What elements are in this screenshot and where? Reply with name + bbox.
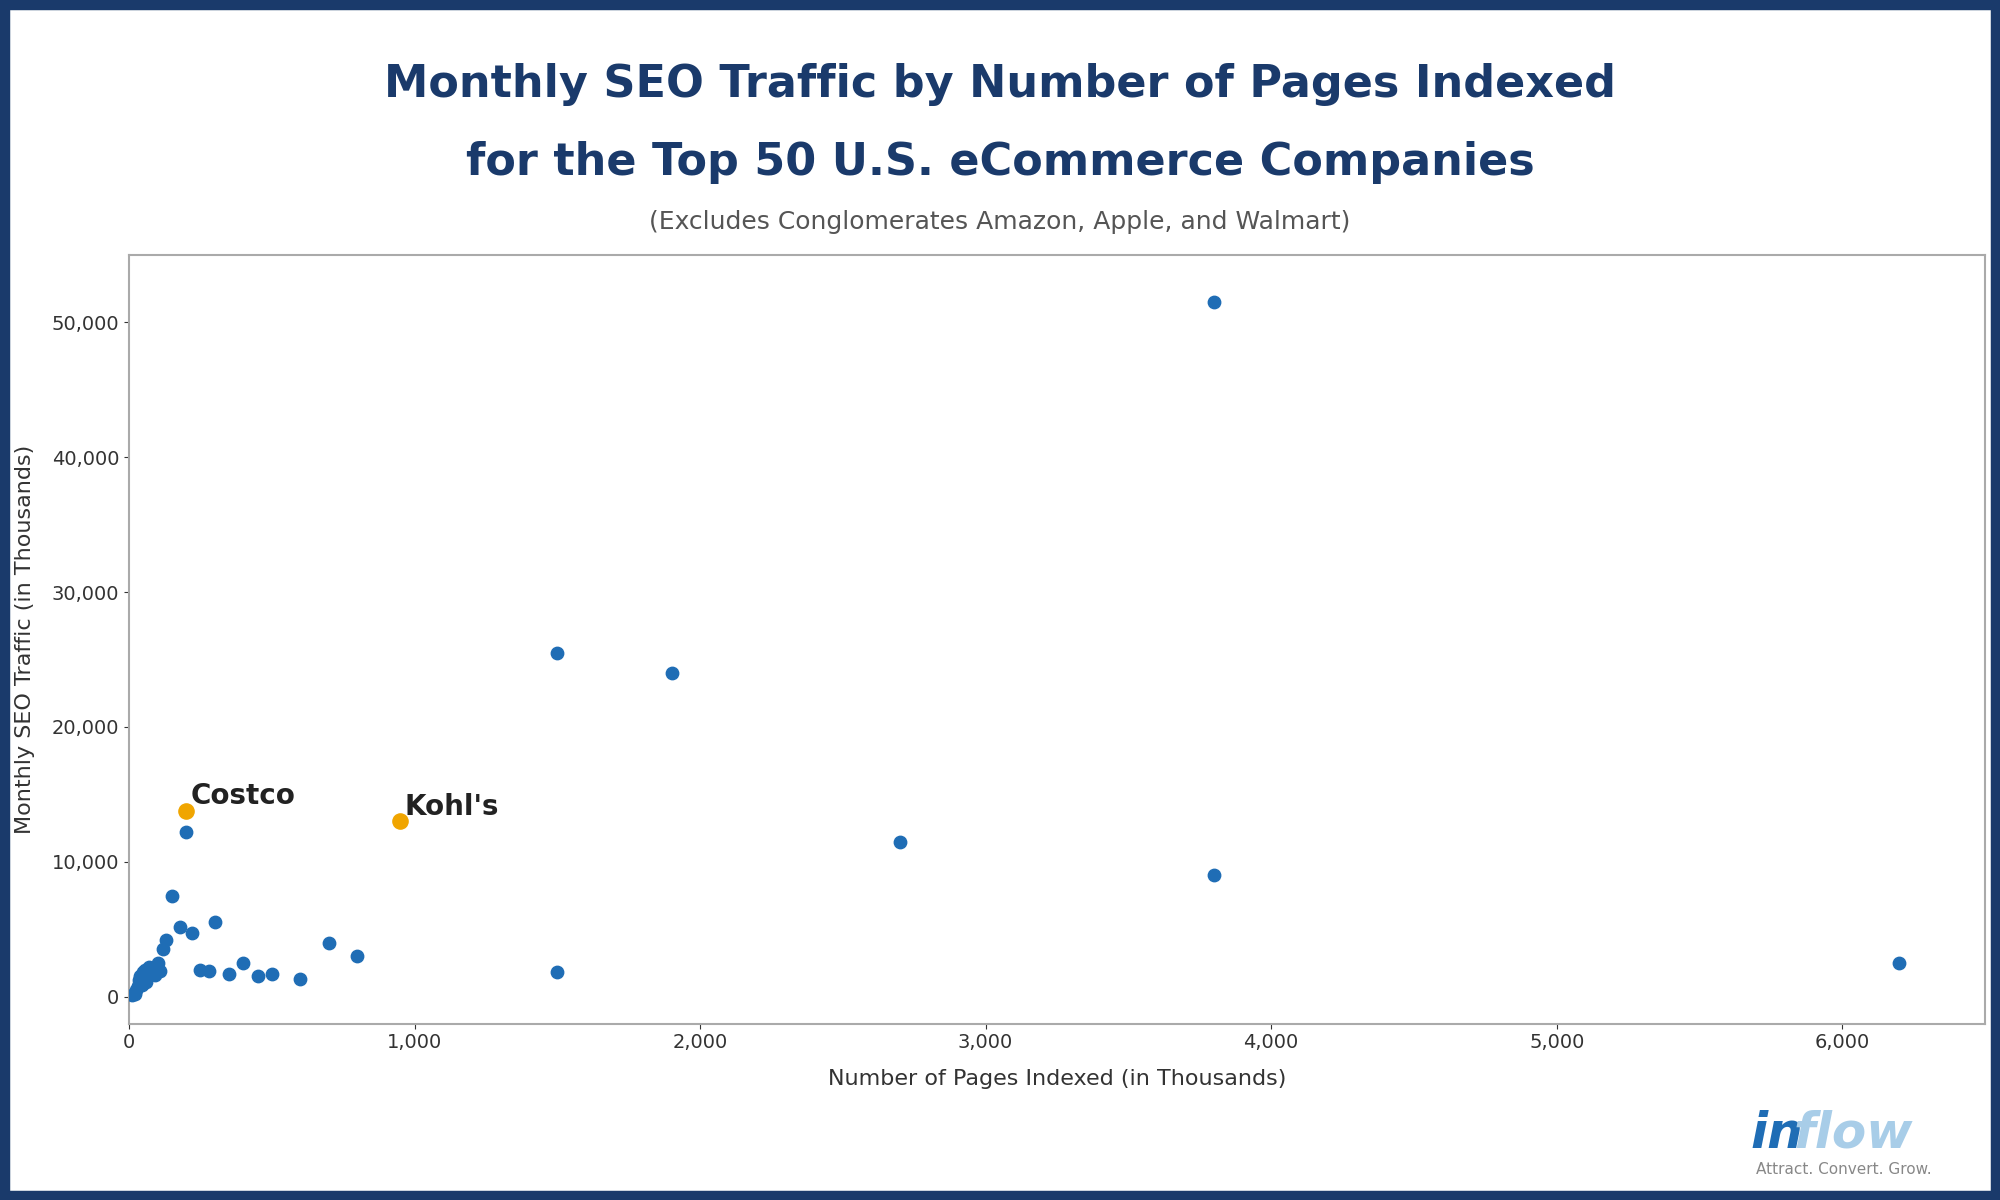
Point [118, 984, 150, 1003]
Point [144, 961, 176, 980]
Text: flow: flow [1794, 1110, 1914, 1158]
Point [134, 958, 166, 977]
Y-axis label: Monthly SEO Traffic (in Thousands): Monthly SEO Traffic (in Thousands) [16, 445, 36, 834]
Point [1198, 293, 1230, 312]
Point [156, 886, 188, 905]
Point [170, 822, 202, 841]
Point [138, 966, 170, 985]
Point [1198, 865, 1230, 884]
Point [122, 977, 154, 996]
Point [136, 964, 168, 983]
Text: in: in [1750, 1110, 1802, 1158]
Point [884, 832, 916, 851]
Point [124, 967, 156, 986]
Point [384, 811, 416, 830]
Point [212, 964, 244, 983]
Text: Monthly SEO Traffic by Number of Pages Indexed: Monthly SEO Traffic by Number of Pages I… [384, 62, 1616, 106]
Text: Costco: Costco [190, 782, 296, 810]
Text: Attract. Convert. Grow.: Attract. Convert. Grow. [1756, 1163, 1932, 1177]
Point [120, 980, 152, 1000]
Point [128, 962, 160, 982]
Point [256, 964, 288, 983]
Point [126, 974, 158, 994]
Point [312, 934, 344, 953]
Point [148, 940, 180, 959]
Point [342, 947, 374, 966]
Point [116, 985, 148, 1004]
Point [130, 972, 162, 991]
Point [198, 913, 230, 932]
X-axis label: Number of Pages Indexed (in Thousands): Number of Pages Indexed (in Thousands) [828, 1069, 1286, 1090]
Text: for the Top 50 U.S. eCommerce Companies: for the Top 50 U.S. eCommerce Companies [466, 140, 1534, 184]
Point [170, 800, 202, 820]
Point [150, 930, 182, 949]
Point [164, 917, 196, 936]
Point [184, 960, 216, 979]
Point [542, 643, 574, 662]
Point [128, 960, 160, 979]
Point [142, 953, 174, 972]
Text: (Excludes Conglomerates Amazon, Apple, and Walmart): (Excludes Conglomerates Amazon, Apple, a… [650, 210, 1350, 234]
Point [228, 953, 260, 972]
Point [124, 971, 156, 990]
Point [284, 970, 316, 989]
Point [176, 924, 208, 943]
Point [542, 962, 574, 982]
Point [192, 961, 224, 980]
Point [242, 967, 274, 986]
Point [656, 664, 688, 683]
Point [1884, 953, 1916, 972]
Text: Kohl's: Kohl's [404, 793, 500, 821]
